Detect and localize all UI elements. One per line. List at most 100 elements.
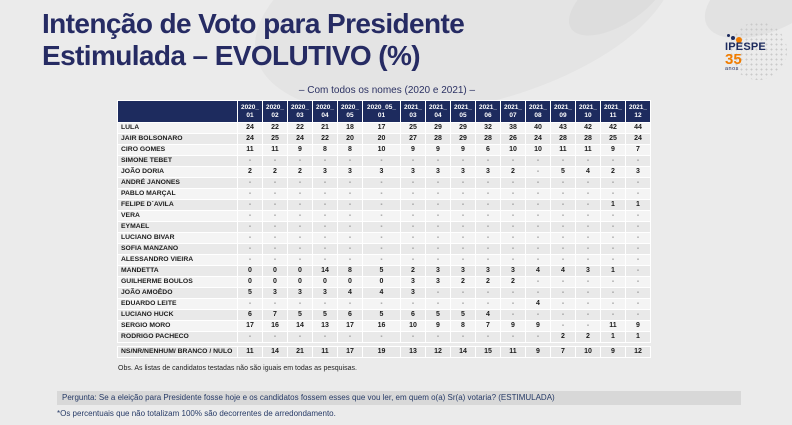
value-cell: 9 [425, 144, 451, 156]
value-cell: 3 [287, 287, 313, 299]
value-cell: - [525, 188, 551, 200]
value-cell: - [600, 309, 626, 321]
value-cell: - [337, 254, 363, 266]
value-cell: 2 [475, 276, 501, 288]
value-cell: - [362, 221, 401, 233]
value-cell: 28 [475, 133, 501, 145]
table-row-luciano-huck: LUCIANO HUCK 6 7 5 5 6 5 6 5 5 4- - - - - - [117, 309, 651, 321]
value-cell: - [625, 287, 651, 299]
value-cell: 7 [625, 144, 651, 156]
value-cell: - [287, 155, 313, 167]
value-cell: - [625, 276, 651, 288]
value-cell: 5 [425, 309, 451, 321]
value-cell: - [550, 199, 576, 211]
column-header-2021_04: 2021_ 04 [425, 100, 451, 123]
value-cell: 28 [575, 133, 601, 145]
value-cell: - [337, 331, 363, 343]
value-cell: - [262, 232, 288, 244]
rounding-footnote: *Os percentuais que não totalizam 100% s… [57, 409, 336, 418]
value-cell: 18 [337, 122, 363, 134]
value-cell: - [550, 298, 576, 310]
value-cell: - [237, 232, 263, 244]
row-label: ANDRÉ JANONES [117, 177, 238, 189]
row-label: RODRIGO PACHECO [117, 331, 238, 343]
value-cell: 1 [600, 265, 626, 277]
value-cell: - [425, 155, 451, 167]
value-cell: - [425, 221, 451, 233]
value-cell: 5 [362, 309, 401, 321]
value-cell: - [287, 254, 313, 266]
value-cell: 3 [450, 265, 476, 277]
table-row-pablo-mar-al: PABLO MARÇAL - - - - - - - - - - - - - - - - [117, 188, 651, 200]
column-header-2021_06: 2021_ 06 [475, 100, 501, 123]
value-cell: - [287, 221, 313, 233]
value-cell: - [237, 155, 263, 167]
value-cell: 3 [400, 276, 426, 288]
value-cell: - [262, 188, 288, 200]
value-cell: - [262, 199, 288, 211]
row-label: EYMAEL [117, 221, 238, 233]
value-cell: - [550, 210, 576, 222]
value-cell: - [287, 232, 313, 244]
value-cell: - [450, 287, 476, 299]
value-cell: 9 [600, 144, 626, 156]
value-cell: - [600, 243, 626, 255]
value-cell: - [287, 210, 313, 222]
value-cell: 3 [425, 276, 451, 288]
value-cell: - [337, 199, 363, 211]
value-cell: 8 [450, 320, 476, 332]
value-cell: - [262, 177, 288, 189]
value-cell: - [237, 221, 263, 233]
column-header-2021_12: 2021_ 12 [625, 100, 651, 123]
row-label: SERGIO MORO [117, 320, 238, 332]
value-cell: - [287, 331, 313, 343]
value-cell: - [400, 243, 426, 255]
value-cell: 44 [625, 122, 651, 134]
value-cell: 22 [312, 133, 338, 145]
value-cell: 1 [600, 331, 626, 343]
value-cell: 11 [312, 346, 338, 358]
dotted-globe-icon [729, 22, 787, 80]
table-row-ciro-gomes: CIRO GOMES 11 11 9 8 8 10 9 9 9 6 10 10 11 11 9 7 [117, 144, 651, 156]
value-cell: 3 [400, 166, 426, 178]
value-cell: 9 [450, 144, 476, 156]
column-header-2021_07: 2021_ 07 [500, 100, 526, 123]
value-cell: - [600, 287, 626, 299]
value-cell: - [500, 309, 526, 321]
value-cell: - [575, 177, 601, 189]
value-cell: 14 [262, 346, 288, 358]
value-cell: - [575, 309, 601, 321]
value-cell: - [337, 232, 363, 244]
value-cell: - [312, 210, 338, 222]
value-cell: - [362, 177, 401, 189]
value-cell: - [475, 221, 501, 233]
value-cell: 3 [625, 166, 651, 178]
value-cell: - [600, 221, 626, 233]
page-title: Intenção de Voto para Presidente Estimul… [42, 8, 465, 72]
value-cell: 3 [425, 265, 451, 277]
value-cell: - [550, 177, 576, 189]
value-cell: - [425, 287, 451, 299]
value-cell: - [525, 232, 551, 244]
table-row-rodrigo-pacheco: RODRIGO PACHECO - - - - - - - - - - - -2 2 1 1 [117, 331, 651, 343]
value-cell: - [400, 199, 426, 211]
value-cell: - [400, 298, 426, 310]
value-cell: - [625, 254, 651, 266]
value-cell: 9 [400, 144, 426, 156]
value-cell: - [625, 298, 651, 310]
value-cell: 1 [625, 199, 651, 211]
value-cell: 10 [400, 320, 426, 332]
value-cell: - [237, 243, 263, 255]
value-cell: 9 [600, 346, 626, 358]
value-cell: 4 [337, 287, 363, 299]
value-cell: - [500, 331, 526, 343]
value-cell: - [550, 287, 576, 299]
value-cell: - [525, 331, 551, 343]
table-row-andr-janones: ANDRÉ JANONES - - - - - - - - - - - - - - - - [117, 177, 651, 189]
value-cell: 7 [475, 320, 501, 332]
value-cell: 2 [500, 166, 526, 178]
value-cell: - [262, 221, 288, 233]
value-cell: - [575, 320, 601, 332]
value-cell: - [450, 155, 476, 167]
value-cell: 11 [262, 144, 288, 156]
